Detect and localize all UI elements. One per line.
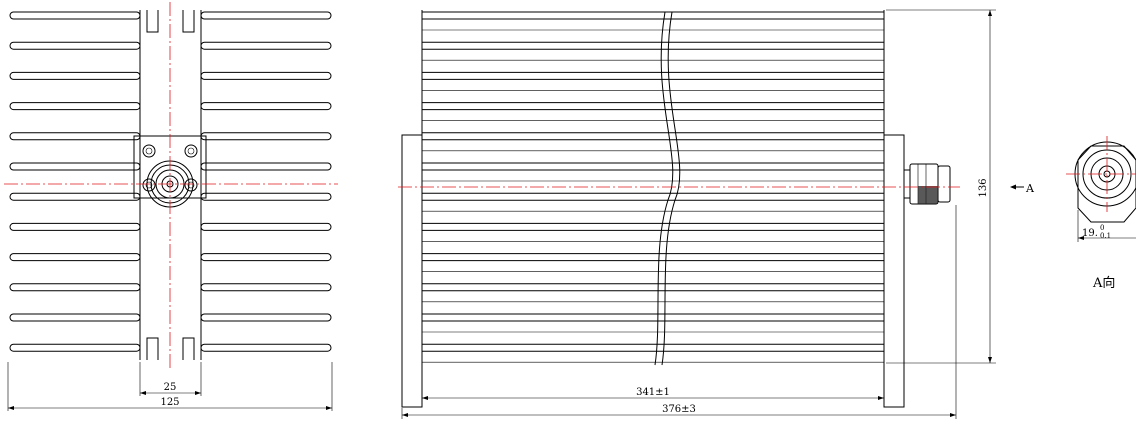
end-dim-tolerance-lower: 0.1	[1100, 232, 1111, 240]
front-fin-left	[9, 253, 141, 262]
break-line-left	[654, 11, 674, 366]
side-end-plate-left	[401, 134, 423, 408]
side-length-dimensions	[401, 205, 957, 419]
side-height-dimension	[886, 9, 996, 364]
connector-hex-nut	[1077, 145, 1136, 223]
front-fin-left	[9, 283, 141, 292]
front-fin-right	[200, 11, 332, 20]
side-dim-total-length: 376±3	[662, 404, 696, 415]
front-dim-inner-width: 25	[164, 382, 177, 393]
end-diameter-dimension	[1077, 210, 1136, 242]
front-fin-right	[200, 313, 332, 322]
end-view-label: A向	[1092, 275, 1115, 291]
front-lower-notch	[146, 337, 195, 360]
front-fin-right	[200, 162, 332, 171]
front-fin-left	[9, 192, 141, 201]
front-fin-left	[9, 313, 141, 322]
front-central-column	[139, 10, 202, 360]
side-heatsink-fins	[422, 11, 884, 363]
side-view: 136 A 341±1 376±3	[398, 9, 1035, 419]
front-fin-right	[200, 253, 332, 262]
front-view: 25 125	[4, 2, 338, 411]
front-dim-overall-width: 125	[160, 397, 179, 408]
front-fin-left	[9, 102, 141, 111]
front-heatsink-fins	[9, 11, 332, 352]
front-dimension-lines	[7, 362, 333, 411]
flange-screw-holes	[142, 144, 198, 192]
front-fin-left	[9, 71, 141, 80]
side-dim-body-length: 341±1	[636, 387, 670, 398]
connector-knurl	[918, 186, 938, 204]
view-direction-arrow	[1010, 184, 1024, 190]
front-fin-right	[200, 132, 332, 141]
end-dim-tolerance-upper: 0	[1100, 224, 1104, 232]
front-fin-right	[200, 222, 332, 231]
front-fin-left	[9, 132, 141, 141]
front-fin-right	[200, 41, 332, 50]
front-fin-right	[200, 283, 332, 292]
front-fin-left	[9, 343, 141, 352]
side-end-plate-right	[883, 134, 905, 408]
side-connector	[903, 163, 951, 205]
front-fin-left	[9, 11, 141, 20]
front-fin-right	[200, 192, 332, 201]
end-dim-diameter: 19.	[1082, 228, 1098, 239]
view-direction-label: A	[1025, 182, 1035, 195]
front-fin-left	[9, 41, 141, 50]
end-view-a: 19. 0 0.1 A向	[1066, 136, 1136, 291]
front-fin-right	[200, 343, 332, 352]
front-fin-right	[200, 71, 332, 80]
front-fin-left	[9, 222, 141, 231]
front-fin-right	[200, 102, 332, 111]
side-dim-height: 136	[978, 178, 989, 197]
front-fin-left	[9, 162, 141, 171]
break-line-right	[661, 11, 681, 366]
